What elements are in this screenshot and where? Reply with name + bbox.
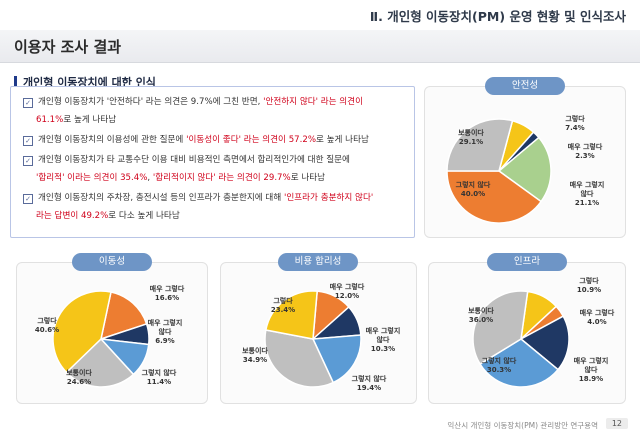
- bullet-infra-cont: 라는 답변이 49.2%로 다소 높게 나타남: [36, 209, 180, 223]
- section-title: 개인형 이동장치에 대한 인식: [14, 74, 156, 90]
- highlight-text: '합리적이지 않다' 라는 의견이 29.7%: [152, 173, 291, 183]
- pie-slice: [472, 290, 529, 366]
- bullet-text: 개인형 이동장치가 '안전하다' 라는 의견은 9.7%에 그친 반면,: [38, 97, 264, 107]
- summary-box: ✓ 개인형 이동장치가 '안전하다' 라는 의견은 9.7%에 그친 반면, '안…: [10, 86, 415, 238]
- chart-card-mobility: 이동성 매우 그렇다 16.6% 매우 그렇지 않다 6.9% 그렇지 않다 11.4% 보통…: [16, 253, 208, 404]
- pie-slice: [446, 118, 514, 172]
- pie-label: 매우 그렇다 4.0%: [580, 308, 615, 326]
- pie-label: 그렇지 않다 40.0%: [456, 180, 491, 198]
- bullet-text: 개인형 이동장치의 주차장, 충전시설 등의 인프라가 충분한지에 대해: [38, 193, 284, 203]
- pie-chart-safety: 그렇다 7.4% 매우 그렇다 2.3% 매우 그렇지 않다 21.1% 그렇지 않다 40.0…: [446, 114, 605, 224]
- pie-slice: [52, 290, 112, 374]
- pie-label: 매우 그렇지 않다 18.9%: [574, 356, 609, 383]
- pie-label: 그렇다 23.4%: [271, 296, 295, 314]
- pie-chart-cost: 매우 그렇다 12.0% 매우 그렇지 않다 10.3% 그렇지 않다 19.4% 보통이다 3…: [242, 282, 401, 392]
- pie-label: 그렇다 7.4%: [565, 114, 585, 132]
- pie-slice: [446, 170, 543, 224]
- pie-slice: [264, 329, 335, 388]
- pie-label: 보통이다 29.1%: [458, 128, 484, 146]
- highlight-text: '이동성이 좋다' 라는 의견이 57.2%: [186, 135, 316, 145]
- page-title: 이용자 조사 결과: [14, 38, 122, 56]
- footer-note: 익산시 개인형 이동장치(PM) 관리방안 연구용역: [447, 421, 598, 430]
- pie-slice: [264, 290, 318, 340]
- checkbox-icon: ✓: [23, 136, 33, 146]
- pie-label: 매우 그렇다 12.0%: [330, 282, 365, 300]
- chart-card-safety: 안전성 그렇다 7.4% 매우 그렇다 2.3% 매우 그렇지 않다 21.1% 그렇지 않다…: [424, 77, 626, 238]
- pie-label: 매우 그렇지 않다 10.3%: [366, 326, 401, 353]
- bullet-infra: ✓ 개인형 이동장치의 주차장, 충전시설 등의 인프라가 충분한지에 대해 '인…: [23, 191, 373, 205]
- chapter-title: Ⅱ. 개인형 이동장치(PM) 운영 현황 및 인식조사: [369, 9, 626, 24]
- pie-label: 보통이다 24.6%: [66, 368, 92, 386]
- pie-label: 매우 그렇다 2.3%: [568, 142, 603, 160]
- pie-chart-mobility: 매우 그렇다 16.6% 매우 그렇지 않다 6.9% 그렇지 않다 11.4% 보통이다 24…: [35, 284, 185, 388]
- page-number: 12: [605, 418, 628, 429]
- pie-label: 보통이다 36.0%: [468, 306, 494, 324]
- bullet-text: 개인형 이동장치의 이용성에 관한 질문에: [38, 135, 187, 145]
- chart-title-infra: 인프라: [487, 253, 567, 271]
- highlight-text: 61.1%: [36, 115, 64, 125]
- pie-label: 그렇지 않다 11.4%: [142, 368, 177, 386]
- chart-title-safety: 안전성: [485, 77, 565, 95]
- pie-slice: [65, 337, 135, 388]
- bullet-cost: ✓ 개인형 이동장치가 타 교통수단 이용 대비 비용적인 측면에서 합리적인가에…: [23, 153, 350, 167]
- highlight-text: '합리적' 이라는 의견이 35.4%: [36, 173, 148, 183]
- checkbox-icon: ✓: [23, 156, 33, 166]
- bullet-safety-cont: 61.1%로 높게 나타남: [36, 115, 117, 125]
- pie-label: 매우 그렇지 않다 21.1%: [570, 180, 605, 207]
- chart-card-cost: 비용 합리성 매우 그렇다 12.0% 매우 그렇지 않다 10.3% 그렇지 않다 19.…: [220, 253, 417, 404]
- checkbox-icon: ✓: [23, 98, 33, 108]
- pie-label: 그렇다 10.9%: [577, 276, 601, 294]
- bullet-text-after: 로 높게 나타남: [316, 135, 369, 145]
- chart-title-mobility: 이동성: [72, 253, 152, 271]
- chart-title-cost: 비용 합리성: [278, 253, 358, 271]
- title-band: [0, 30, 640, 63]
- bullet-text-after: 로 나타남: [290, 173, 326, 183]
- pie-slice: [519, 315, 570, 371]
- pie-label: 그렇다 40.6%: [35, 316, 59, 334]
- highlight-text: '안전하지 않다' 라는 의견이: [263, 97, 363, 107]
- pie-slice: [479, 338, 560, 388]
- pie-slice: [311, 334, 362, 384]
- bullet-text-after: 로 다소 높게 나타남: [108, 211, 180, 221]
- chart-card-infra: 인프라 그렇다 10.9% 매우 그렇다 4.0% 매우 그렇지 않다 18.9% 그렇지 않…: [428, 253, 626, 404]
- pie-chart-infra: 그렇다 10.9% 매우 그렇다 4.0% 매우 그렇지 않다 18.9% 그렇지 않다 30.…: [468, 276, 615, 388]
- pie-label: 보통이다 34.9%: [242, 346, 268, 364]
- pie-label: 매우 그렇다 16.6%: [150, 284, 185, 302]
- highlight-text: 라는 답변이 49.2%: [36, 211, 109, 221]
- bullet-mobility: ✓ 개인형 이동장치의 이용성에 관한 질문에 '이동성이 좋다' 라는 의견이 …: [23, 133, 369, 147]
- bullet-safety: ✓ 개인형 이동장치가 '안전하다' 라는 의견은 9.7%에 그친 반면, '안…: [23, 95, 363, 109]
- pie-label: 그렇지 않다 19.4%: [352, 374, 387, 392]
- highlight-text: '인프라가 충분하지 않다': [283, 193, 374, 203]
- pie-slice: [497, 136, 552, 203]
- separator: ,: [147, 173, 153, 183]
- checkbox-icon: ✓: [23, 194, 33, 204]
- bullet-cost-cont: '합리적' 이라는 의견이 35.4%, '합리적이지 않다' 라는 의견이 2…: [36, 171, 325, 185]
- header-bar: Ⅱ. 개인형 이동장치(PM) 운영 현황 및 인식조사: [0, 0, 640, 30]
- section-title-text: 개인형 이동장치에 대한 인식: [23, 76, 156, 89]
- pie-label: 매우 그렇지 않다 6.9%: [148, 318, 183, 345]
- bullet-text: 개인형 이동장치가 타 교통수단 이용 대비 비용적인 측면에서 합리적인가에 …: [38, 155, 350, 165]
- pie-label: 그렇지 않다 30.3%: [482, 356, 517, 374]
